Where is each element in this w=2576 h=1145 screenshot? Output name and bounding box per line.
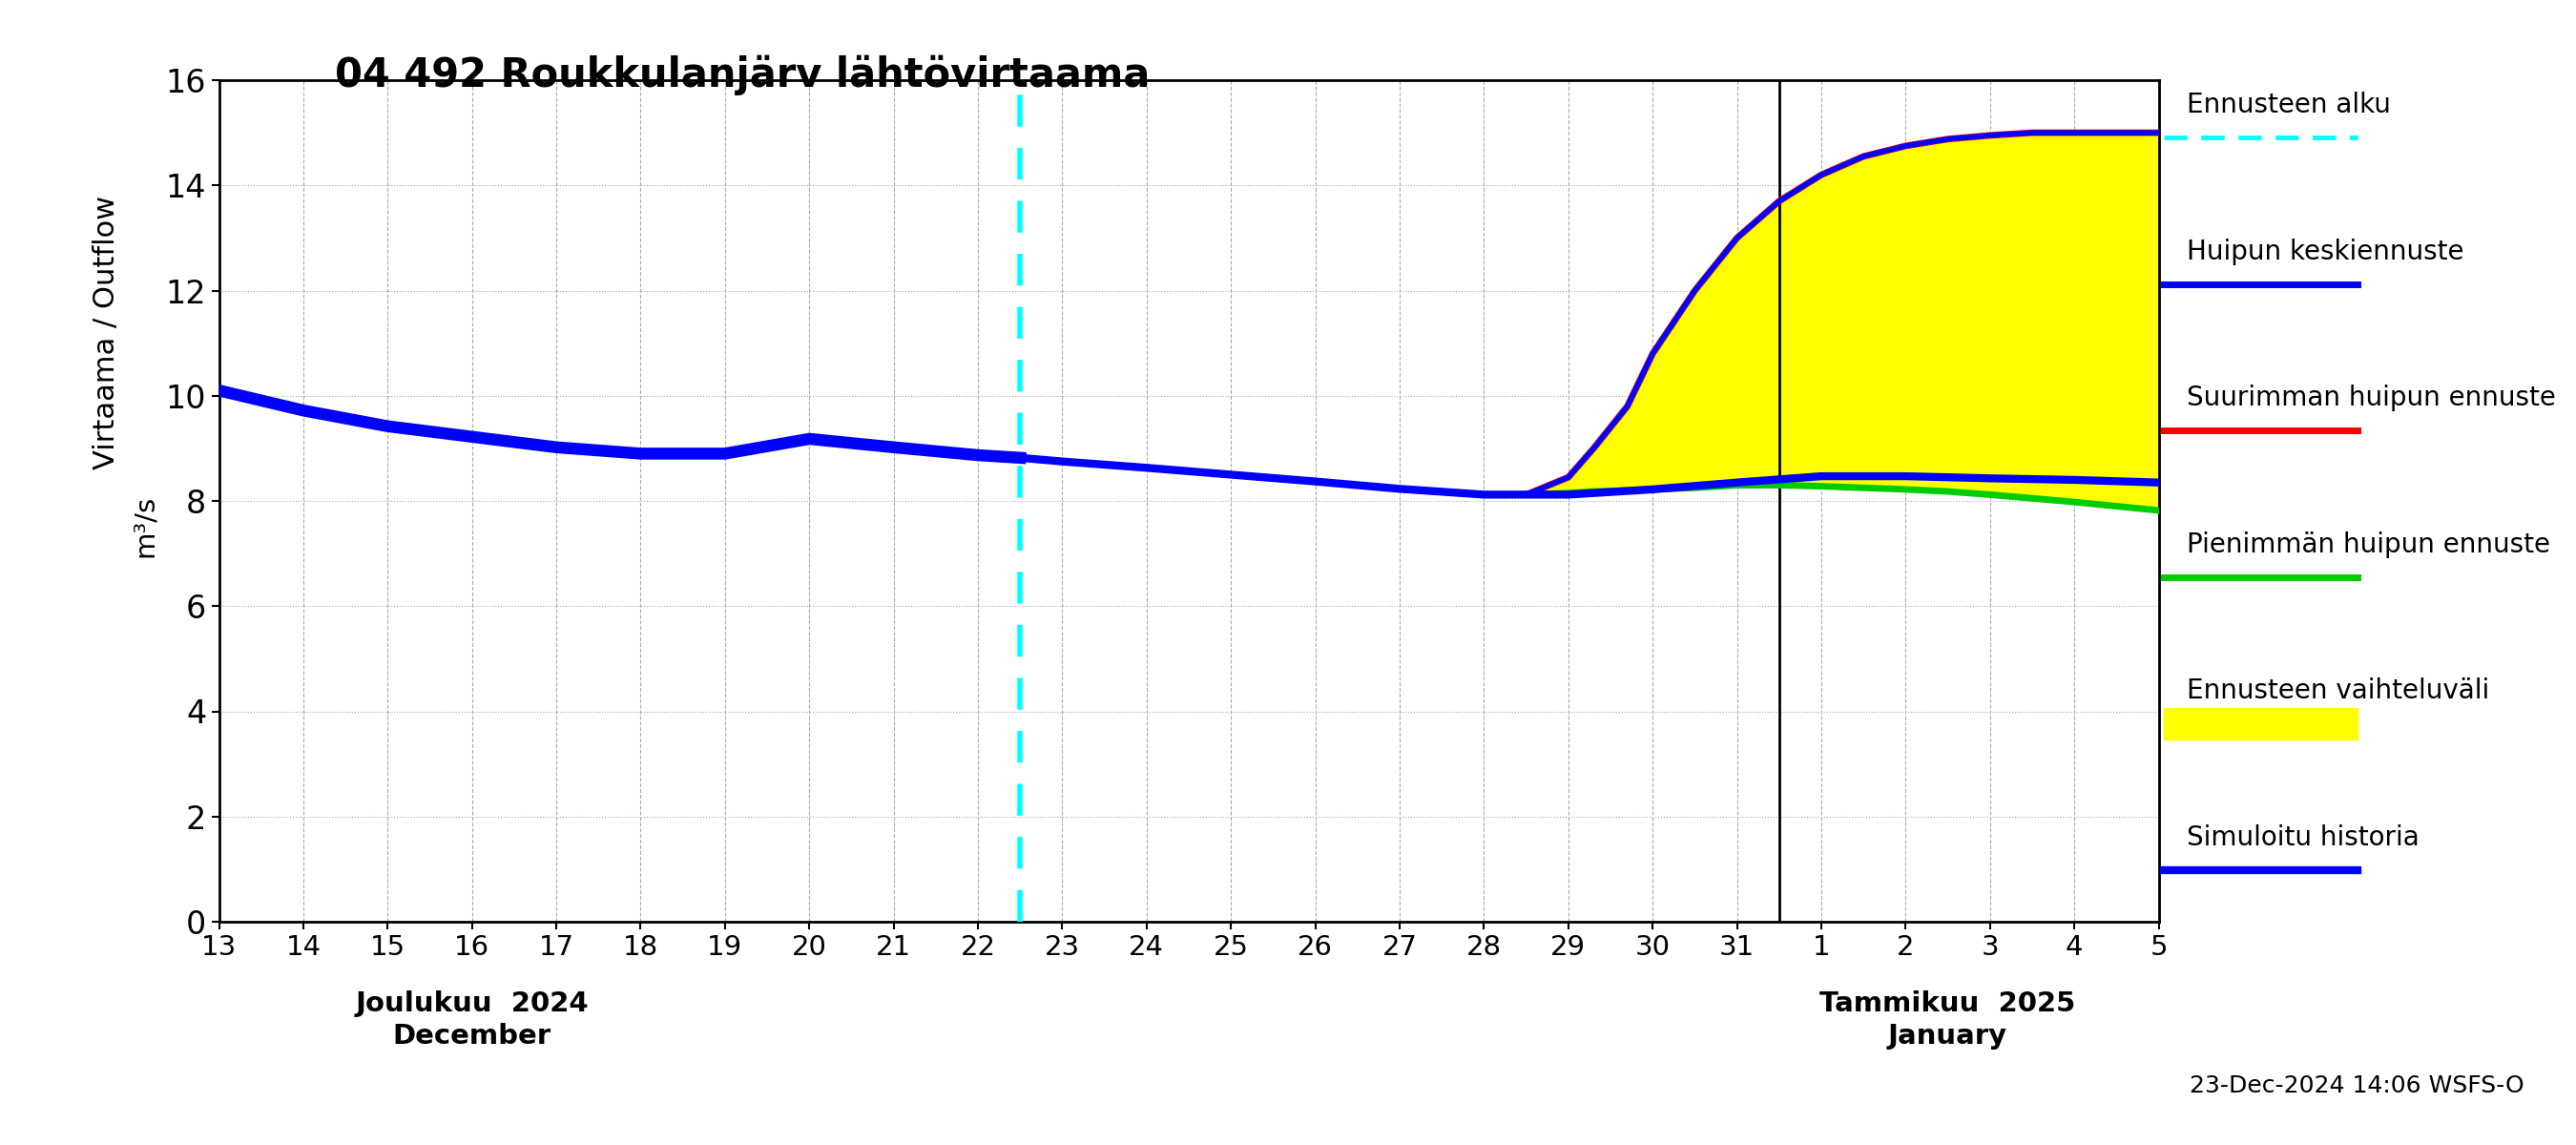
Text: Ennusteen alku: Ennusteen alku [2187, 92, 2391, 118]
Text: Suurimman huipun ennuste: Suurimman huipun ennuste [2187, 385, 2555, 411]
Text: Tammikuu  2025: Tammikuu 2025 [1819, 990, 2076, 1018]
Text: m³/s: m³/s [131, 495, 160, 558]
Text: Huipun keskiennuste: Huipun keskiennuste [2187, 238, 2465, 264]
Text: Simuloitu historia: Simuloitu historia [2187, 824, 2419, 851]
Text: Virtaama / Outflow: Virtaama / Outflow [93, 196, 121, 469]
Text: January: January [1888, 1022, 2007, 1049]
Text: 04 492 Roukkulanjärv lähtövirtaama: 04 492 Roukkulanjärv lähtövirtaama [335, 55, 1149, 95]
Text: 23-Dec-2024 14:06 WSFS-O: 23-Dec-2024 14:06 WSFS-O [2190, 1074, 2524, 1097]
Text: Pienimmän huipun ennuste: Pienimmän huipun ennuste [2187, 531, 2550, 558]
Text: Joulukuu  2024: Joulukuu 2024 [355, 990, 590, 1018]
Text: Ennusteen vaihteluväli: Ennusteen vaihteluväli [2187, 678, 2488, 704]
Text: December: December [392, 1022, 551, 1049]
